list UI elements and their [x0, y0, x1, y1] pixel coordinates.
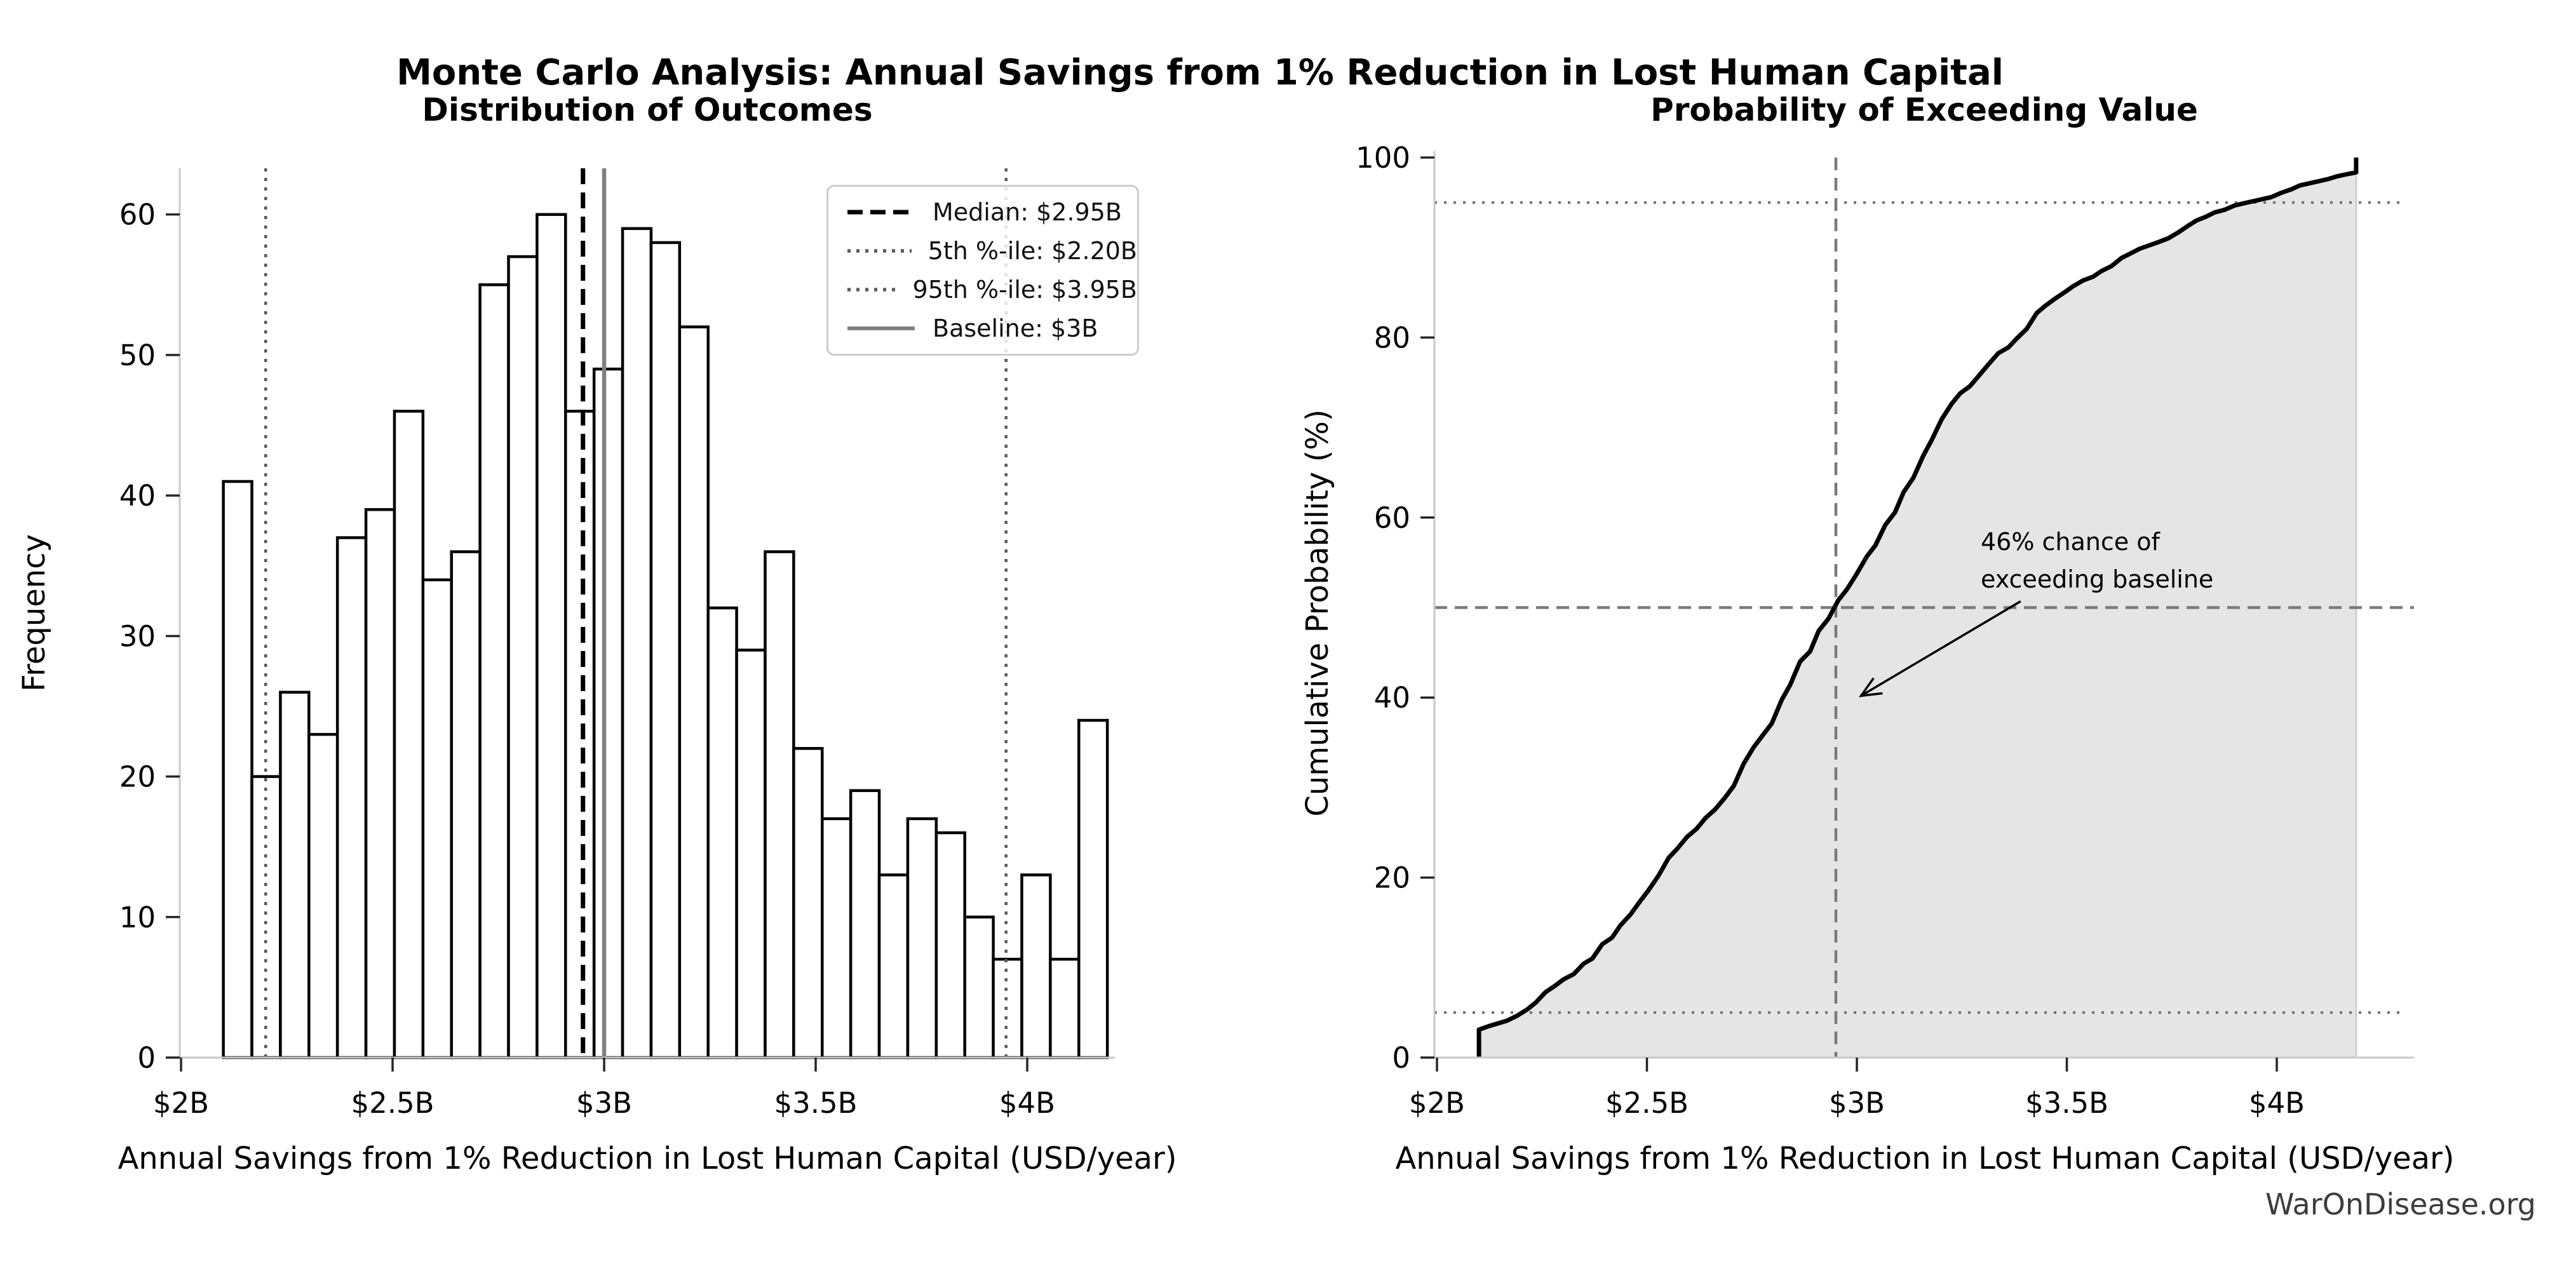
- histogram-bar: [649, 241, 682, 1059]
- watermark: WarOnDisease.org: [2265, 1187, 2536, 1221]
- right-chart-title: Probability of Exceeding Value: [1650, 91, 2198, 128]
- x-tick-label: $3.5B: [2025, 1086, 2108, 1120]
- histogram-bar: [450, 550, 482, 1059]
- histogram-bar: [421, 578, 453, 1059]
- annotation-arrow: [1858, 600, 2021, 697]
- x-tick-label: $2.5B: [351, 1086, 434, 1120]
- dotted-line-sample-icon: [847, 249, 912, 253]
- histogram-bar: [906, 817, 938, 1059]
- histogram-bar: [1049, 957, 1081, 1059]
- arrow-head-icon: [1858, 677, 1883, 697]
- histogram-bar: [222, 480, 253, 1059]
- histogram-bar: [678, 325, 710, 1059]
- legend-item-label: Baseline: $3B: [933, 314, 1098, 342]
- histogram-bar: [792, 747, 824, 1059]
- figure-title: Monte Carlo Analysis: Annual Savings fro…: [396, 52, 2004, 93]
- y-tick-label: 0: [137, 1041, 156, 1075]
- x-tick-label: $4B: [999, 1086, 1055, 1120]
- cdf-plot: $2B $2.5B $3B $3.5B $4B 0 20 40 60 80 100: [1356, 141, 2414, 1120]
- y-tick-label: 10: [119, 901, 156, 934]
- histogram-bar: [992, 957, 1023, 1059]
- x-tick-label: $2B: [1409, 1086, 1465, 1120]
- annotation-line-2: exceeding baseline: [1981, 565, 2213, 593]
- left-x-axis-label: Annual Savings from 1% Reduction in Lost…: [118, 1141, 1177, 1176]
- y-tick-label: 80: [1374, 321, 1410, 354]
- y-tick-label: 0: [1392, 1041, 1410, 1075]
- left-y-axis-label: Frequency: [17, 534, 52, 692]
- x-tick-label: $2.5B: [1605, 1086, 1689, 1120]
- histogram-bar: [507, 255, 539, 1059]
- histogram-bar: [764, 550, 795, 1059]
- solid-line-sample-icon: [847, 326, 915, 330]
- right-y-axis-label: Cumulative Probability (%): [1300, 409, 1335, 816]
- histogram-bar: [963, 915, 995, 1059]
- histogram-bar: [849, 789, 881, 1059]
- legend-item: 5th %-ile: $2.20B: [846, 237, 1137, 265]
- histogram-bar: [934, 831, 966, 1059]
- histogram-bar: [621, 227, 653, 1059]
- legend-item-label: 95th %-ile: $3.95B: [912, 275, 1137, 304]
- arrow-shaft: [1860, 600, 2021, 697]
- dashed-line-sample-icon: [847, 210, 915, 215]
- y-tick-label: 40: [119, 479, 156, 513]
- x-tick-label: $3B: [576, 1086, 632, 1120]
- annotation-line-1: 46% chance of: [1981, 528, 2161, 556]
- legend-item-label: 5th %-ile: $2.20B: [927, 237, 1137, 266]
- x-tick-label: $2B: [153, 1086, 209, 1120]
- legend-item-label: Median: $2.95B: [933, 198, 1122, 227]
- histogram-bar: [1020, 873, 1052, 1059]
- dotted-line-sample-icon: [847, 288, 896, 292]
- legend-item: 95th %-ile: $3.95B: [846, 276, 1137, 304]
- histogram-bar: [364, 508, 396, 1059]
- histogram-bar: [335, 536, 368, 1059]
- histogram-bar: [1077, 718, 1109, 1059]
- x-tick-label: $3.5B: [774, 1086, 857, 1120]
- histogram-bar: [393, 410, 425, 1059]
- left-chart-title: Distribution of Outcomes: [422, 91, 872, 128]
- histogram-bar: [735, 649, 767, 1059]
- histogram-bar: [478, 283, 510, 1059]
- x-tick-label: $3B: [1829, 1086, 1885, 1120]
- y-tick-label: 40: [1374, 681, 1410, 715]
- y-tick-label: 60: [1374, 501, 1410, 535]
- legend-item: Median: $2.95B: [846, 198, 1137, 226]
- histogram-bar: [307, 732, 339, 1059]
- histogram-bar: [564, 410, 596, 1059]
- y-tick-label: 20: [119, 760, 156, 794]
- histogram-bar: [592, 367, 624, 1059]
- x-tick-label: $4B: [2249, 1086, 2305, 1120]
- cdf-curve: [1476, 158, 2359, 1058]
- y-tick-label: 100: [1356, 141, 1410, 175]
- histogram-bar: [279, 690, 311, 1059]
- legend-item: Baseline: $3B: [846, 314, 1137, 342]
- histogram-bar: [877, 873, 910, 1059]
- histogram-bar: [536, 213, 567, 1059]
- y-tick-label: 20: [1374, 861, 1410, 895]
- y-tick-label: 60: [119, 198, 156, 232]
- right-x-axis-label: Annual Savings from 1% Reduction in Lost…: [1395, 1141, 2454, 1176]
- legend-box: Median: $2.95B 5th %-ile: $2.20B 95th %-il…: [826, 185, 1139, 356]
- histogram-plot: $2B $2.5B $3B $3.5B $4B 0 10 20 30 40 50 60: [119, 168, 1115, 1120]
- histogram-bar: [706, 606, 738, 1059]
- y-tick-label: 30: [119, 619, 156, 653]
- y-tick-label: 50: [119, 339, 156, 372]
- cdf-area: [1479, 158, 2356, 1058]
- histogram-bar: [821, 817, 853, 1059]
